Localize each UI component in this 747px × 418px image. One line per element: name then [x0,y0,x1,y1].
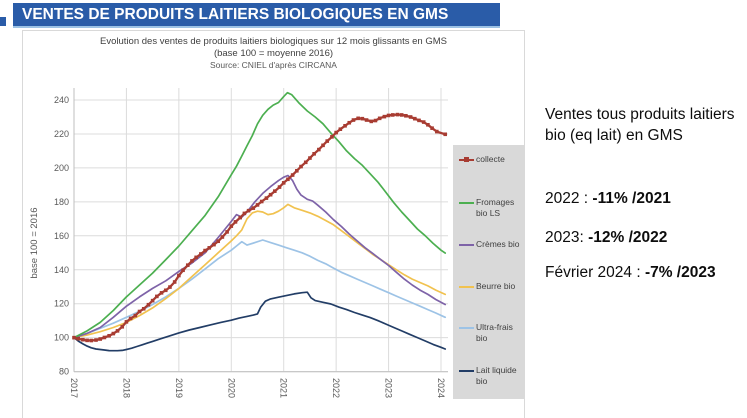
title-underline [13,26,500,28]
legend-marker [459,370,474,372]
legend-label: Lait liquide bio [476,365,517,387]
legend-marker [459,244,474,246]
legend-item-collecte: collecte [459,154,521,165]
legend-item-lait-liquide-bio: Lait liquide bio [459,365,521,387]
legend-item-fromages-bio-ls: Fromages bio LS [459,197,521,219]
page-title: VENTES DE PRODUITS LAITIERS BIOLOGIQUES … [13,3,500,26]
legend-marker [459,327,474,329]
series-Fromages bio LS [73,91,447,339]
svg-text:2021: 2021 [279,378,289,398]
chart-legend: collecte Fromages bio LS Crèmes bio Beurre … [453,145,525,399]
legend-label: Fromages bio LS [476,197,515,219]
legend-label: Crèmes bio [476,239,520,249]
legend-marker [459,286,474,288]
line-chart: 80 100 120 140 160 180 200 220 240 2017 2018 2019 20… [29,88,448,398]
svg-text:180: 180 [54,197,69,207]
svg-text:2019: 2019 [174,378,184,398]
series-Ultra-frais bio [73,239,447,339]
chart-title: Evolution des ventes de produits laitier… [100,36,447,47]
legend-item-ultra-frais-bio: Ultra-frais bio [459,322,521,344]
stat-feb-2024: Février 2024 : -7% /2023 [545,264,716,281]
series-collecte [72,113,447,342]
svg-text:160: 160 [54,231,69,241]
svg-text:120: 120 [54,299,69,309]
svg-text:2020: 2020 [226,378,236,398]
legend-item-beurre-bio: Beurre bio [459,281,521,292]
legend-item-crèmes-bio: Crèmes bio [459,239,521,250]
svg-text:100: 100 [54,333,69,343]
series-Lait liquide bio [73,291,447,352]
legend-label: Beurre bio [476,281,516,291]
svg-text:200: 200 [54,163,69,173]
svg-text:240: 240 [54,95,69,105]
svg-text:2024: 2024 [436,378,446,398]
series-Crèmes bio [73,174,447,339]
left-edge-accent [0,17,6,26]
svg-text:80: 80 [59,367,69,377]
legend-marker [459,202,474,204]
chart-source: Source: CNIEL d'après CIRCANA [210,60,337,70]
legend-label: Ultra-frais bio [476,322,513,344]
svg-text:2023: 2023 [384,378,394,398]
svg-text:2017: 2017 [69,378,79,398]
svg-text:2022: 2022 [331,378,341,398]
svg-text:2018: 2018 [121,378,131,398]
legend-marker [459,157,474,162]
summary-panel: Ventes tous produits laitiers bio (eq la… [545,104,747,147]
svg-text:140: 140 [54,265,69,275]
stat-2022: 2022 : -11% /2021 [545,190,671,207]
chart-card: Evolution des ventes de produits laitier… [22,30,525,418]
legend-label: collecte [476,154,505,164]
chart-subtitle: (base 100 = moyenne 2016) [213,48,334,59]
y-axis-title: base 100 = 2016 [29,207,40,278]
stat-2023: 2023: -12% /2022 [545,229,668,246]
svg-text:220: 220 [54,129,69,139]
summary-intro: Ventes tous produits laitiers bio (eq la… [545,106,735,145]
